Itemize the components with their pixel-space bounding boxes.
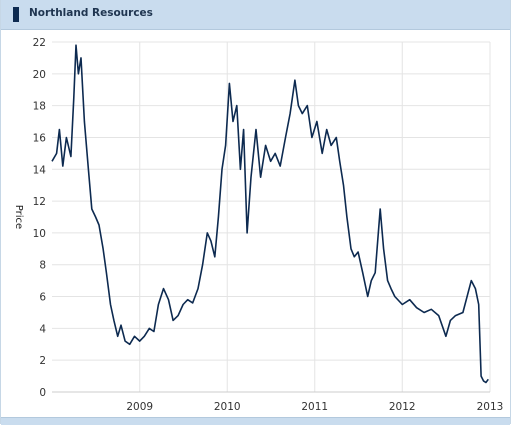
y-tick-label: 14 xyxy=(33,164,47,176)
y-tick-label: 22 xyxy=(33,37,46,49)
chart-title: Northland Resources xyxy=(29,7,153,19)
x-tick-label: 2012 xyxy=(389,401,416,413)
chart-header: Northland Resources xyxy=(1,0,510,30)
x-tick-label: 2010 xyxy=(214,401,241,413)
x-axis: 2009 2010 2011 2012 2013 xyxy=(126,401,503,413)
y-axis: 0 2 4 6 8 10 12 14 16 18 20 22 xyxy=(33,37,47,399)
y-tick-label: 20 xyxy=(33,69,46,81)
y-axis-label: Price xyxy=(13,205,24,229)
y-tick-label: 6 xyxy=(39,292,46,304)
y-tick-label: 10 xyxy=(33,228,46,240)
x-tick-label: 2011 xyxy=(301,401,328,413)
y-tick-label: 4 xyxy=(39,323,46,335)
price-line xyxy=(51,44,489,384)
series-layer xyxy=(51,44,489,384)
y-tick-label: 18 xyxy=(33,101,46,113)
y-tick-label: 0 xyxy=(39,387,46,399)
x-tick-label: 2013 xyxy=(477,401,504,413)
y-tick-label: 2 xyxy=(39,355,46,367)
x-tick-label: 2009 xyxy=(126,401,153,413)
legend-swatch xyxy=(13,7,19,22)
y-tick-label: 16 xyxy=(33,132,47,144)
chart-footer xyxy=(1,417,510,425)
y-tick-label: 8 xyxy=(39,260,46,272)
grid xyxy=(52,41,491,393)
y-tick-label: 12 xyxy=(33,196,46,208)
